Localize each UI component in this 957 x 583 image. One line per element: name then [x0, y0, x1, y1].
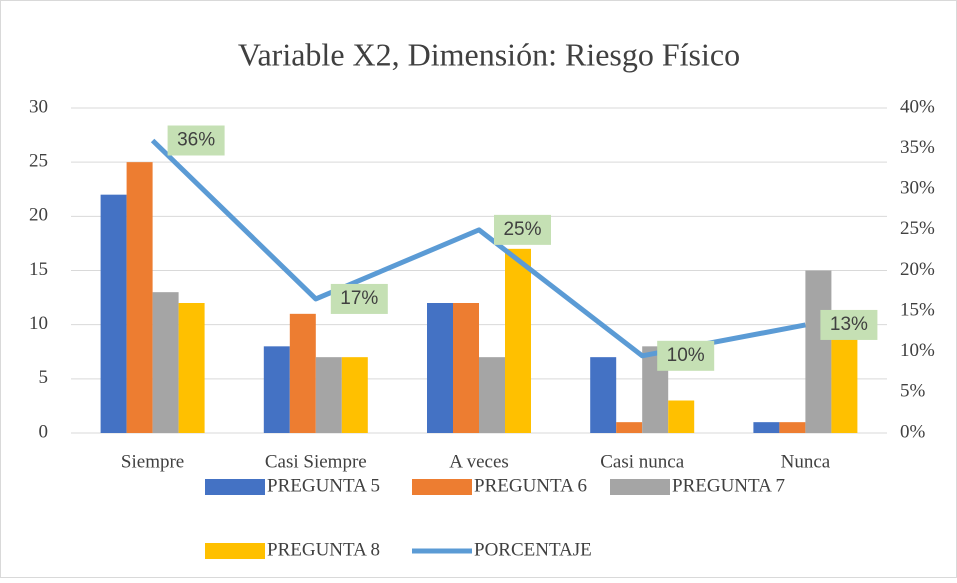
legend-label: PREGUNTA 5 [267, 475, 380, 496]
x-tick-label: Casi nunca [600, 451, 684, 472]
y2-tick-label: 10% [900, 340, 935, 361]
bar [152, 292, 179, 433]
data-label-box [330, 283, 388, 314]
legend-label: PREGUNTA 6 [474, 475, 587, 496]
y2-tick-label: 20% [900, 259, 935, 280]
y-tick-label: 10 [29, 313, 48, 334]
y-tick-label: 0 [39, 421, 49, 442]
legend-swatch [610, 479, 670, 495]
bar [427, 303, 453, 433]
legend-swatch [205, 479, 265, 495]
bar [805, 270, 832, 433]
y2-tick-label: 35% [900, 137, 935, 158]
bar [126, 162, 153, 433]
bar [178, 303, 205, 433]
bar [831, 335, 858, 433]
bar [263, 346, 290, 433]
bar [100, 194, 127, 433]
x-tick-label: Siempre [121, 451, 184, 472]
bar [753, 422, 780, 433]
legend-swatch [412, 479, 472, 495]
y2-tick-label: 15% [900, 299, 935, 320]
data-label: 13% [830, 314, 868, 335]
data-label: 10% [667, 345, 705, 366]
legend-swatch [205, 543, 265, 559]
y-tick-label: 5 [39, 367, 49, 388]
data-label-box [657, 340, 715, 371]
bar [453, 303, 479, 433]
y-tick-label: 30 [29, 96, 48, 117]
bar [779, 422, 806, 433]
chart-title: Variable X2, Dimensión: Riesgo Físico [238, 36, 740, 72]
bar [616, 422, 643, 433]
y2-tick-label: 0% [900, 421, 926, 442]
data-label: 25% [503, 219, 541, 240]
y2-tick-label: 5% [900, 381, 926, 402]
legend-label: PREGUNTA 8 [267, 539, 380, 560]
bar [289, 313, 316, 433]
data-label: 36% [177, 130, 215, 151]
bar [479, 357, 505, 433]
y-tick-label: 15 [29, 259, 48, 280]
y2-tick-label: 40% [900, 96, 935, 117]
data-label-box [494, 214, 551, 245]
bar [505, 248, 531, 433]
bar [315, 357, 342, 433]
x-tick-label: Casi Siempre [265, 451, 367, 472]
bar [668, 400, 695, 433]
y2-tick-label: 25% [900, 218, 935, 239]
legend-label: PREGUNTA 7 [672, 475, 785, 496]
legend-label: PORCENTAJE [474, 539, 592, 560]
data-label-box [820, 309, 878, 340]
y2-tick-label: 30% [900, 178, 935, 199]
data-label: 17% [340, 288, 378, 309]
y-tick-label: 20 [29, 205, 48, 226]
y-tick-label: 25 [29, 151, 48, 172]
x-tick-label: Nunca [781, 451, 831, 472]
bar [341, 357, 368, 433]
data-label-box [167, 125, 225, 156]
x-tick-label: A veces [449, 451, 509, 472]
bar [590, 357, 617, 433]
